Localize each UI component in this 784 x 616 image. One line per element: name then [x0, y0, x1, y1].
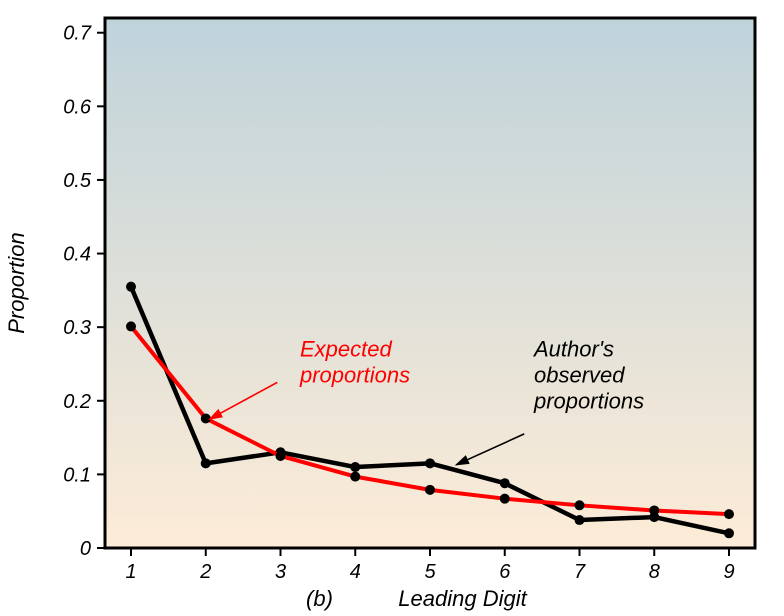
expected-marker: [500, 494, 510, 504]
x-axis-label: Leading Digit: [398, 586, 527, 611]
expected-marker: [425, 485, 435, 495]
y-tick-label: 0.1: [63, 464, 91, 486]
expected-annotation-line1: Expected: [300, 337, 392, 362]
y-tick-label: 0.6: [63, 96, 92, 118]
y-tick-label: 0: [80, 538, 91, 560]
chart-svg: 0 0.1 0.2 0.3 0.4 0.5 0.6 0.7 1 2 3 4 5 6 7 8 9 Proportio…: [0, 0, 784, 616]
expected-marker: [276, 451, 286, 461]
x-tick-label: 6: [499, 561, 511, 583]
expected-annotation-line2: proportions: [299, 363, 410, 388]
x-tick-label: 9: [723, 561, 734, 583]
observed-marker: [575, 515, 585, 525]
x-tick-label: 2: [199, 561, 211, 583]
expected-marker: [724, 509, 734, 519]
benford-chart: 0 0.1 0.2 0.3 0.4 0.5 0.6 0.7 1 2 3 4 5 6 7 8 9 Proportio…: [0, 0, 784, 616]
observed-annotation-line2: observed: [534, 363, 625, 388]
observed-marker: [724, 528, 734, 538]
expected-marker: [649, 505, 659, 515]
observed-marker: [126, 282, 136, 292]
observed-marker: [425, 458, 435, 468]
observed-annotation-line3: proportions: [533, 389, 644, 414]
x-tick-label: 8: [649, 561, 660, 583]
expected-marker: [575, 500, 585, 510]
y-tick-label: 0.2: [63, 391, 91, 413]
plot-background: [105, 18, 755, 548]
observed-marker: [500, 478, 510, 488]
x-axis-label-prefix: (b): [306, 586, 333, 611]
y-tick-label: 0.4: [63, 244, 91, 266]
expected-marker: [350, 472, 360, 482]
x-tick-label: 4: [350, 561, 361, 583]
x-tick-label: 7: [574, 561, 586, 583]
y-tick-label: 0.5: [63, 170, 92, 192]
observed-annotation-line1: Author's: [532, 337, 614, 362]
x-tick-label: 3: [275, 561, 286, 583]
y-tick-label: 0.3: [63, 317, 91, 339]
observed-marker: [350, 462, 360, 472]
y-tick-label: 0.7: [63, 23, 92, 45]
observed-marker: [201, 458, 211, 468]
x-tick-label: 5: [424, 561, 436, 583]
y-axis-label: Proportion: [4, 232, 29, 334]
x-tick-label: 1: [125, 561, 136, 583]
expected-marker: [126, 321, 136, 331]
